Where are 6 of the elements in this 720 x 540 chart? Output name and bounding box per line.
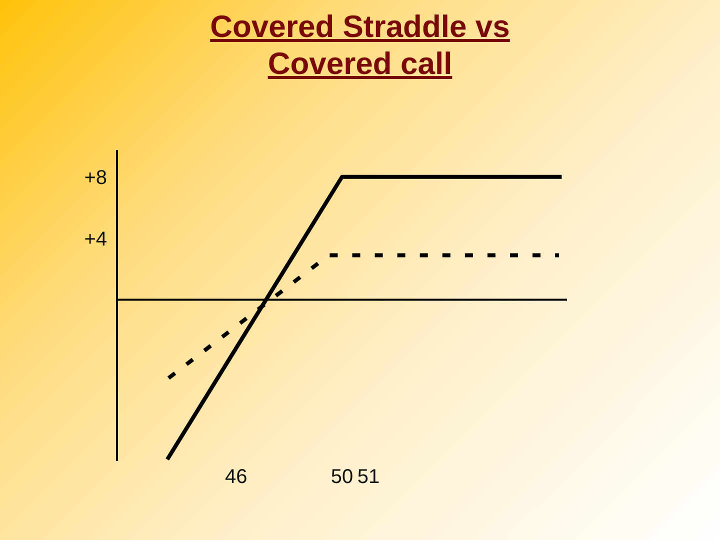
x-tick-label: 51: [357, 466, 380, 488]
chart-title: Covered Straddle vs Covered call: [209, 8, 511, 82]
y-tick-label: +4: [84, 228, 107, 250]
x-tick-label: 50: [330, 466, 354, 488]
x-tick-label: 46: [224, 466, 248, 488]
y-tick-label: +8: [84, 166, 107, 189]
